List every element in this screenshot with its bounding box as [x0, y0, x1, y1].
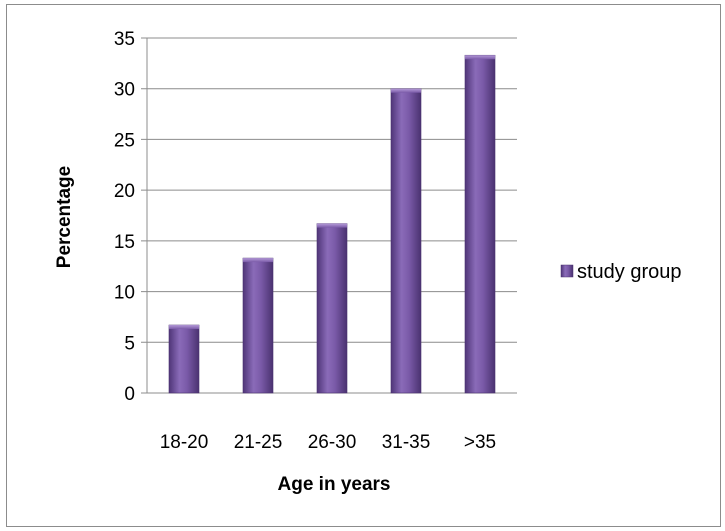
- y-axis-title: Percentage: [54, 166, 75, 268]
- bar-top-cap: [169, 325, 199, 330]
- bar->35: [464, 54, 496, 394]
- y-tick-label: 0: [124, 384, 135, 405]
- x-tick-labels: 18-20 21-25 26-30 31-35 >35: [160, 432, 496, 453]
- legend-swatch: [560, 264, 574, 278]
- bar-21-25: [242, 257, 274, 394]
- bar-26-30: [316, 223, 348, 394]
- bar-top-cap: [243, 258, 273, 263]
- y-tick-label: 25: [114, 130, 135, 151]
- y-tick-label: 15: [114, 232, 135, 253]
- x-tick-label: 18-20: [160, 432, 209, 453]
- x-tick-label: 31-35: [382, 432, 431, 453]
- bar-chart: 0 5 10 15 20 25 30 35 18-20 21-25 26-30 31-35 >35 P…: [54, 29, 682, 495]
- y-tick-labels: 0 5 10 15 20 25 30 35: [114, 29, 135, 405]
- bars: [168, 54, 496, 394]
- bar-top-cap: [465, 55, 495, 60]
- y-tick-label: 20: [114, 181, 135, 202]
- y-tick-label: 35: [114, 29, 135, 50]
- bar-31-35: [390, 88, 422, 394]
- legend-label: study group: [577, 261, 682, 283]
- y-tick-label: 10: [114, 283, 135, 304]
- y-tick-label: 30: [114, 80, 135, 101]
- y-tick-label: 5: [124, 333, 135, 354]
- x-tick-label: 26-30: [308, 432, 357, 453]
- x-axis-title: Age in years: [278, 474, 391, 495]
- x-tick-label: >35: [464, 432, 496, 453]
- gridlines: [141, 37, 517, 394]
- legend: study group: [560, 261, 682, 283]
- x-tick-label: 21-25: [234, 432, 283, 453]
- bar-18-20: [168, 324, 200, 394]
- bar-top-cap: [391, 88, 421, 93]
- bar-top-cap: [317, 223, 347, 228]
- chart-frame: 0 5 10 15 20 25 30 35 18-20 21-25 26-30 31-35 >35 P…: [6, 4, 721, 527]
